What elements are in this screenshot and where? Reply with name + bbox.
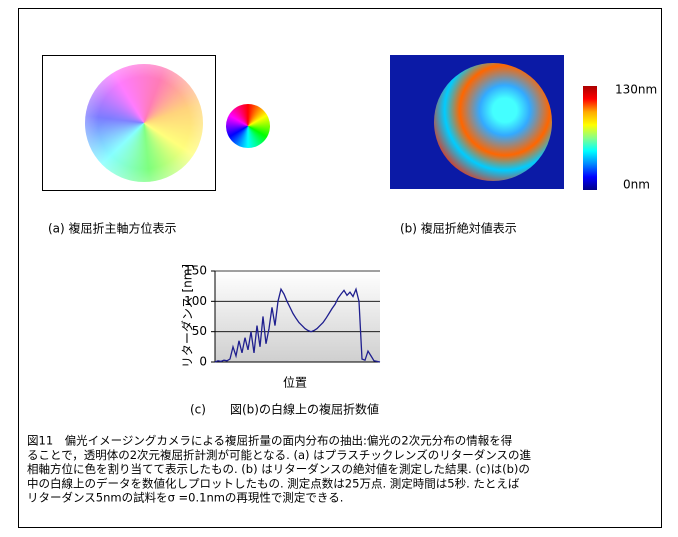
y-tick-label: 100 [184,294,207,308]
colorbar-max: 130nm [615,83,657,97]
paragraph-line: ることで，透明体の2次元複屈折計測が可能となる. (a) はプラスチックレンズの… [27,448,531,462]
paragraph-line: 図11 偏光イメージングカメラによる複屈折量の面内分布の抽出:偏光の2次元分布の… [27,434,512,448]
plot-area [215,271,380,362]
paragraph-line: 相軸方位に色を割り当てて表示したもの. (b) はリターダンスの絶対値を測定した… [27,462,530,476]
page: 130nm 0nm (a) 複屈折主軸方位表示 (b) 複屈折絶対値表示 リター… [0,0,678,537]
paragraph-line: 中の白線上のデータを数値化しプロットしたもの. 測定点数は25万点. 測定時間は… [27,476,520,490]
y-tick-label: 150 [184,264,207,278]
overlay: 130nm 0nm (a) 複屈折主軸方位表示 (b) 複屈折絶対値表示 リター… [0,0,678,537]
colorbar-min: 0nm [623,178,650,192]
paragraph-line: リターダンス5nmの試料をσ =0.1nmの再現性で測定できる. [27,491,343,505]
y-axis-label: リターダンス [nm] [180,264,195,368]
caption-b: (b) 複屈折絶対値表示 [400,221,517,236]
caption-a: (a) 複屈折主軸方位表示 [48,221,177,236]
y-tick-label: 0 [199,355,207,369]
y-tick-label: 50 [192,324,207,338]
caption-c: (c) 図(b)の白線上の複屈折数値 [190,402,379,417]
x-axis-label: 位置 [283,375,307,390]
